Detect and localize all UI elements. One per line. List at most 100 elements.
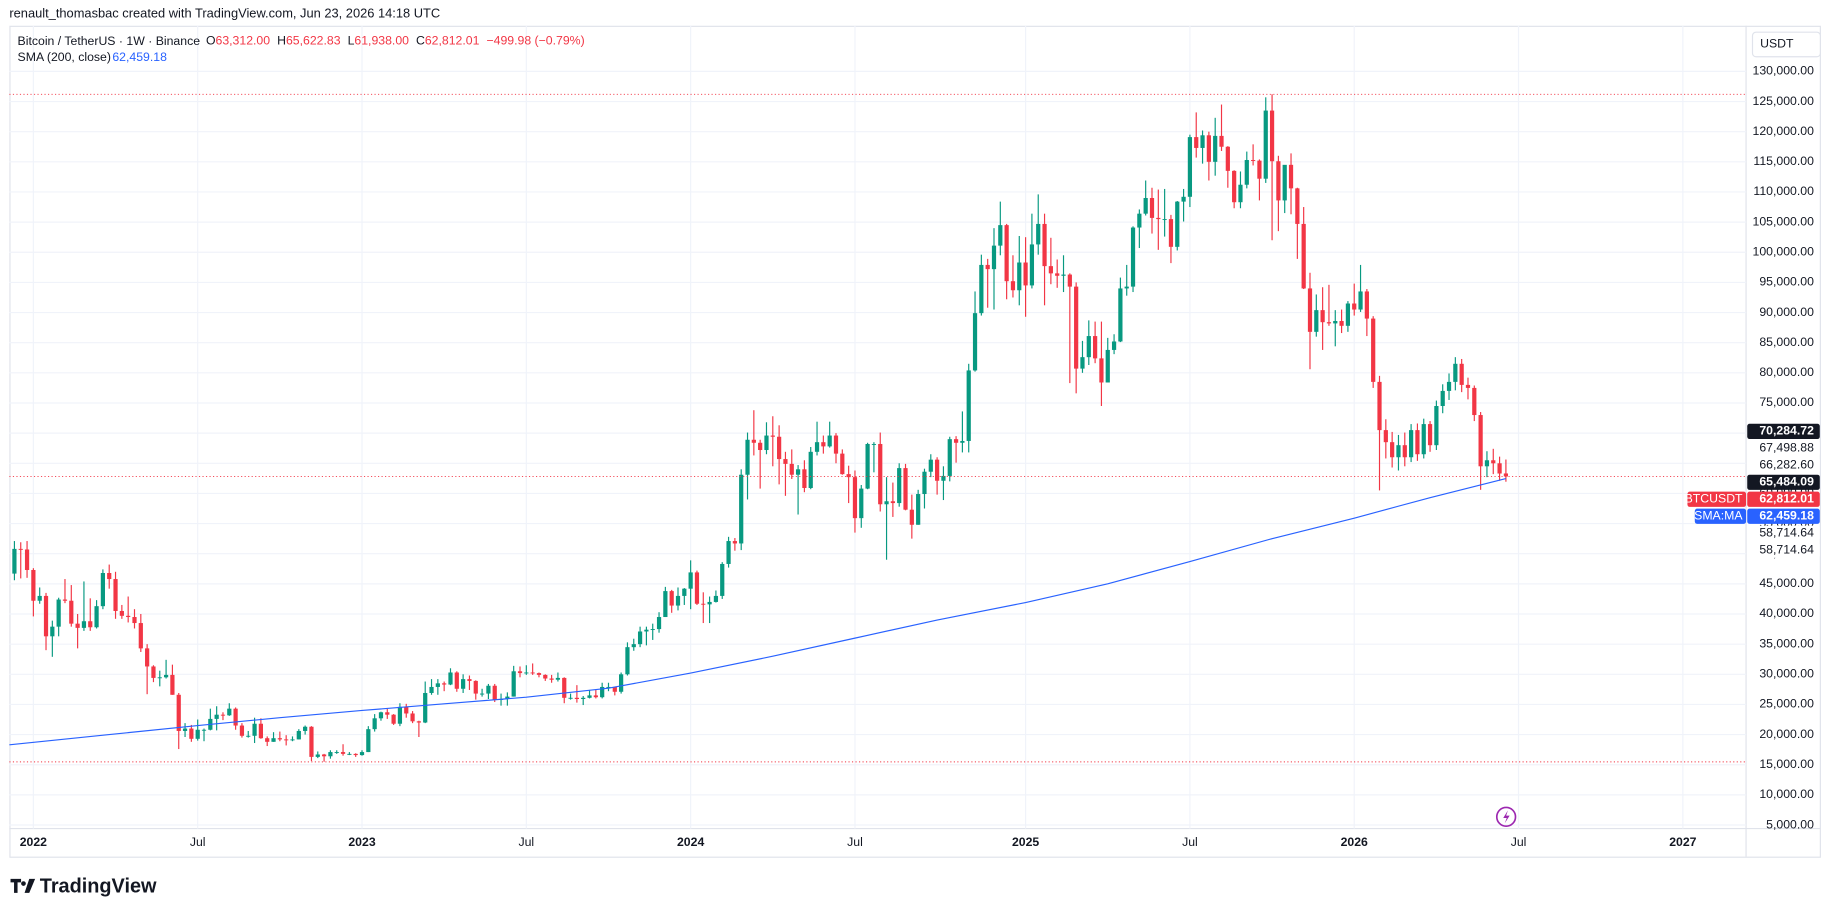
price-tag: SMA:MA: [1694, 509, 1743, 523]
axes: 5,000.00 10,000.00 15,000.00 20,000.00 25,00…: [20, 64, 1820, 849]
candle-body: [1288, 164, 1294, 189]
candle-body: [947, 439, 952, 476]
candle-body: [953, 439, 959, 443]
price-label-box: [1747, 508, 1820, 524]
candle-body: [1111, 341, 1117, 350]
indicator-value: 62,459.18: [112, 50, 167, 64]
price-label: 70,284.72: [1759, 424, 1814, 438]
candle-body: [802, 469, 807, 488]
candle-body: [1181, 196, 1186, 202]
candle-body: [1497, 463, 1502, 474]
candle-body: [473, 680, 478, 694]
candle-body: [75, 623, 80, 628]
price-tag-box: [1694, 508, 1747, 524]
candle-body: [814, 442, 820, 452]
candle-body: [119, 610, 124, 616]
candle-body: [1320, 310, 1325, 323]
candle-body: [1465, 384, 1471, 388]
candle-body: [1118, 288, 1123, 342]
candle-body: [1276, 161, 1281, 201]
candle-body: [461, 679, 466, 689]
alert-icon[interactable]: [1495, 806, 1517, 828]
candle-body: [1257, 160, 1262, 179]
ohlc-value: 65,622.83: [286, 34, 341, 48]
candle-body: [846, 474, 851, 478]
candle-body: [88, 621, 93, 628]
candle-body: [935, 459, 940, 481]
x-tick-label: 2025: [1012, 835, 1039, 849]
candle-body: [391, 714, 396, 724]
candle-body: [644, 629, 649, 632]
candle-body: [157, 677, 162, 679]
candle-body: [1491, 460, 1496, 464]
candle-body: [1459, 363, 1464, 385]
y-tick-label: 105,000.00: [1753, 214, 1815, 228]
ohlc-value: 61,938.00: [354, 34, 409, 48]
candle-body: [416, 721, 421, 723]
candle-body: [321, 754, 327, 757]
candle-body: [1282, 164, 1287, 201]
plot: [9, 93, 1747, 763]
candle-body: [410, 713, 415, 722]
candle-body: [284, 739, 289, 741]
candle-body: [1390, 442, 1395, 458]
candle-body: [347, 753, 352, 755]
candle-body: [637, 631, 643, 645]
candle-body: [821, 442, 826, 447]
candle-body: [1048, 266, 1053, 274]
candle-body: [998, 225, 1003, 246]
candle-body: [1396, 445, 1401, 458]
candle-body: [726, 541, 731, 564]
candle-body: [1440, 390, 1445, 406]
ohlc-key: L: [348, 34, 355, 48]
candle-body: [1130, 227, 1136, 287]
candle-body: [833, 435, 839, 454]
candle-body: [631, 644, 636, 648]
candle-body: [928, 459, 933, 472]
candle-body: [1263, 110, 1268, 179]
candle-body: [1377, 381, 1382, 431]
candle-body: [1358, 291, 1363, 310]
candle-body: [1333, 320, 1338, 324]
candle-body: [239, 725, 245, 736]
candle-body: [562, 677, 567, 698]
candle-body: [739, 474, 744, 544]
candle-body: [916, 494, 921, 525]
candle-body: [941, 475, 946, 481]
candle-body: [707, 601, 712, 605]
candle-body: [783, 459, 788, 464]
candle-body: [1472, 387, 1477, 416]
currency[interactable]: USDT: [1760, 37, 1794, 51]
candle-body: [865, 443, 870, 489]
x-tick-label: 2027: [1669, 835, 1696, 849]
candle-body: [669, 591, 674, 606]
candle-body: [372, 718, 377, 730]
candle-body: [903, 468, 908, 510]
candle-body: [385, 712, 390, 715]
candle-body: [1301, 223, 1306, 289]
candle-body: [1004, 225, 1009, 282]
candle-body: [1326, 322, 1332, 324]
candle-body: [1484, 460, 1490, 467]
candle-body: [612, 686, 617, 692]
candle-body: [600, 686, 605, 698]
candle-body: [991, 245, 997, 270]
currency-button[interactable]: [1751, 31, 1821, 58]
candle-body: [1402, 445, 1407, 458]
candle-body: [1010, 281, 1016, 291]
candle-body: [195, 729, 200, 739]
price-label: 66,282.60: [1759, 458, 1814, 472]
candle-body: [309, 726, 314, 757]
price-label: 62,812.01: [1759, 492, 1814, 506]
candle-body: [1427, 424, 1433, 446]
candle-body: [555, 677, 561, 680]
sma-line: [9, 478, 1507, 746]
candle-body: [701, 603, 706, 605]
price-label-box: [1747, 423, 1820, 440]
candle-body: [1219, 135, 1224, 147]
candle-body: [922, 471, 927, 495]
y-tick-label: 90,000.00: [1759, 305, 1814, 319]
candle-body: [1225, 146, 1230, 171]
candle-body: [334, 752, 339, 754]
candle-body: [24, 549, 30, 570]
